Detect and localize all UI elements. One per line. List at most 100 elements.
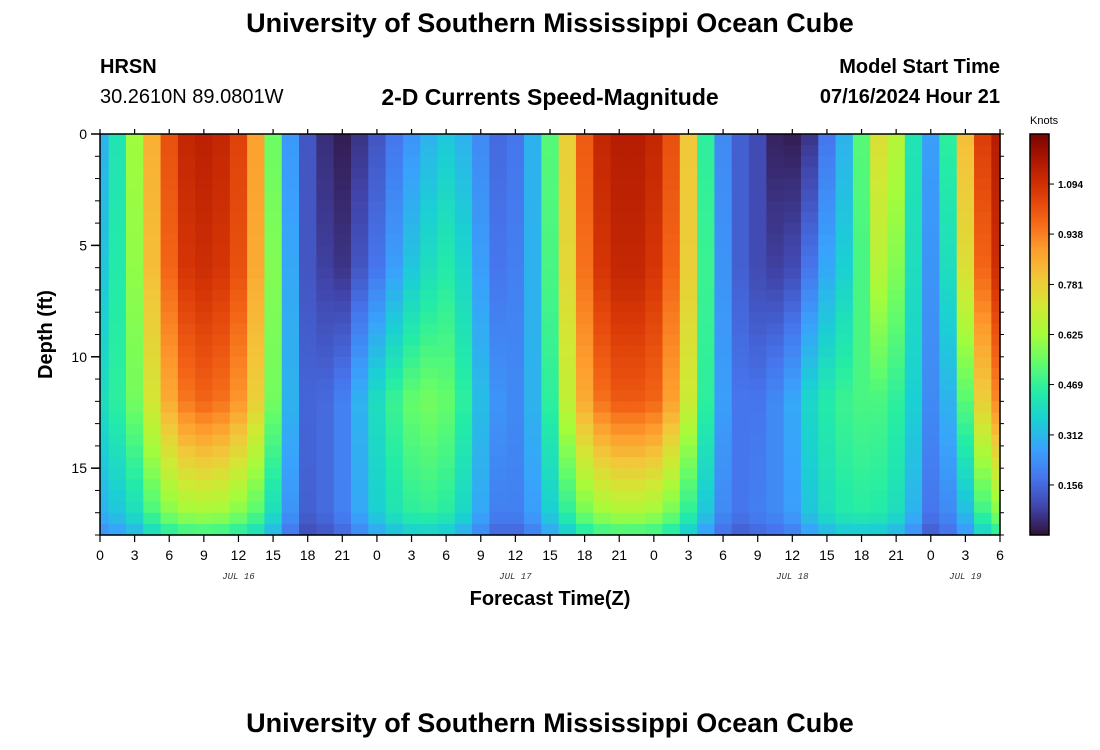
heatmap-cell [385, 423, 404, 436]
heatmap-cell [697, 301, 716, 313]
heatmap-cell [800, 245, 819, 258]
heatmap-cell [922, 445, 941, 458]
heatmap-cell [472, 423, 491, 436]
heatmap-cell [177, 334, 196, 347]
heatmap-cell [870, 178, 889, 191]
heatmap-cell [593, 134, 612, 146]
heatmap-cell [143, 457, 162, 469]
heatmap-cell [575, 345, 594, 358]
heatmap-cell [783, 490, 802, 503]
heatmap-cell [368, 312, 387, 324]
heatmap-cell [472, 200, 491, 213]
heatmap-cell [818, 178, 837, 191]
heatmap-cell [627, 234, 646, 246]
heatmap-cell [610, 189, 629, 202]
heatmap-cell [904, 301, 923, 313]
heatmap-cell [991, 134, 1001, 146]
heatmap-cell [125, 401, 144, 414]
heatmap-cell [714, 234, 733, 246]
heatmap-cell [385, 301, 404, 313]
heatmap-cell [489, 211, 508, 224]
heatmap-cell [177, 490, 196, 503]
heatmap-cell [939, 156, 958, 169]
heatmap-cell [316, 501, 335, 514]
heatmap-cell [974, 334, 992, 347]
heatmap-cell [350, 189, 369, 202]
heatmap-cell [195, 301, 214, 313]
heatmap-cell [108, 167, 127, 180]
heatmap-cell [766, 156, 785, 169]
heatmap-cell [160, 211, 179, 224]
heatmap-cell [922, 156, 941, 169]
heatmap-cell [731, 245, 750, 258]
heatmap-cell [991, 167, 1001, 180]
heatmap-cell [610, 457, 629, 469]
heatmap-cell [420, 267, 439, 280]
heatmap-cell [143, 289, 162, 302]
heatmap-cell [264, 211, 283, 224]
heatmap-cell [212, 367, 231, 380]
heatmap-cell [887, 379, 906, 391]
heatmap-cell [454, 323, 473, 336]
heatmap-cell [125, 390, 144, 402]
heatmap-cell [679, 234, 698, 246]
heatmap-cell [316, 401, 335, 414]
heatmap-cell [679, 223, 698, 235]
heatmap-cell [143, 178, 162, 191]
heatmap-cell [852, 178, 871, 191]
heatmap-cell [749, 289, 767, 302]
heatmap-cell [697, 457, 716, 469]
heatmap-cell [402, 223, 421, 235]
heatmap-cell [100, 189, 110, 202]
heatmap-cell [922, 301, 941, 313]
heatmap-cell [593, 278, 612, 291]
heatmap-cell [247, 412, 266, 425]
heatmap-cell [749, 523, 767, 536]
heatmap-cell [974, 379, 992, 391]
heatmap-cell [402, 468, 421, 480]
heatmap-cell [956, 323, 975, 336]
heatmap-cell [125, 267, 144, 280]
heatmap-cell [731, 490, 750, 503]
heatmap-cell [800, 434, 819, 447]
heatmap-cell [610, 167, 629, 180]
heatmap-cell [212, 379, 231, 391]
heatmap-cell [904, 334, 923, 347]
heatmap-cell [956, 267, 975, 280]
heatmap-cell [177, 390, 196, 402]
heatmap-cell [818, 145, 837, 157]
heatmap-cell [177, 289, 196, 302]
heatmap-cell [454, 189, 473, 202]
heatmap-cell [697, 211, 716, 224]
heatmap-cell [247, 512, 266, 525]
heatmap-cell [593, 523, 612, 536]
heatmap-cell [818, 490, 837, 503]
heatmap-cell [870, 323, 889, 336]
heatmap-cell [160, 245, 179, 258]
heatmap-cell [870, 479, 889, 492]
heatmap-cell [627, 289, 646, 302]
heatmap-cell [437, 334, 456, 347]
heatmap-cell [749, 167, 767, 180]
heatmap-cell [281, 301, 300, 313]
heatmap-cell [281, 312, 300, 324]
heatmap-cell [800, 211, 819, 224]
heatmap-cell [212, 501, 231, 514]
heatmap-cell [870, 189, 889, 202]
heatmap-cell [593, 345, 612, 358]
heatmap-cell [368, 367, 387, 380]
heatmap-cell [766, 167, 785, 180]
heatmap-cell [922, 468, 941, 480]
heatmap-cell [247, 390, 266, 402]
heatmap-cell [402, 245, 421, 258]
heatmap-cell [299, 289, 317, 302]
heatmap-cell [195, 468, 214, 480]
heatmap-cell [264, 267, 283, 280]
heatmap-cell [195, 134, 214, 146]
heatmap-cell [247, 289, 266, 302]
heatmap-cell [627, 134, 646, 146]
heatmap-cell [922, 189, 941, 202]
heatmap-cell [177, 356, 196, 369]
heatmap-cell [402, 211, 421, 224]
heatmap-cell [385, 234, 404, 246]
